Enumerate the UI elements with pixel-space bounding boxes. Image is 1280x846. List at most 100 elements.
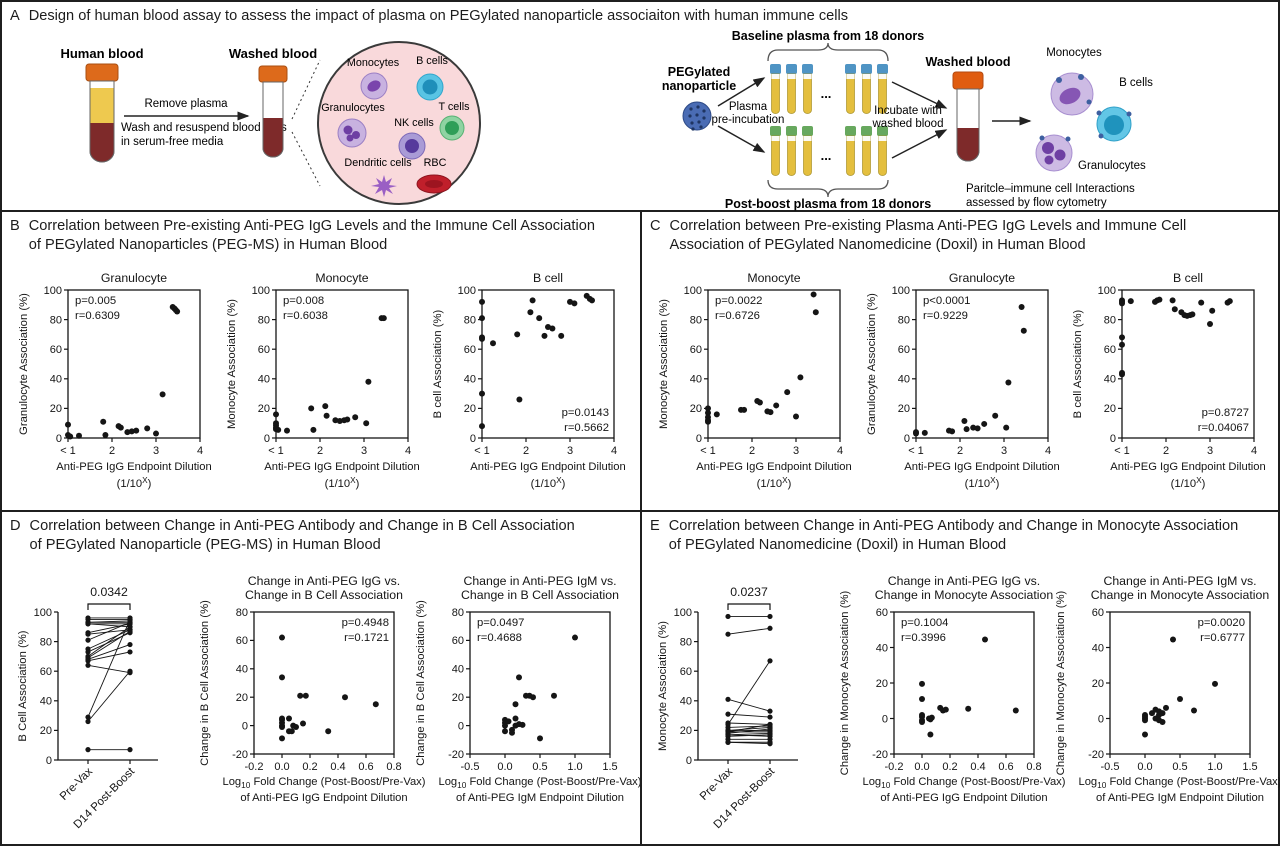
tspan: X xyxy=(142,476,148,485)
y-tick-label: 0 xyxy=(56,433,62,445)
plasma-layer xyxy=(90,88,114,123)
y-tick-label: 100 xyxy=(44,285,62,297)
tspan: 10 xyxy=(241,781,251,790)
tspan: ) xyxy=(1202,478,1206,490)
y-tick-label: 0 xyxy=(470,433,476,445)
data-point xyxy=(1012,707,1019,714)
x-axis-label: of Anti-PEG IgM Endpoint Dilution xyxy=(1096,792,1264,804)
data-point xyxy=(919,680,925,687)
pair-line xyxy=(87,644,131,660)
data-point xyxy=(300,720,306,727)
panel-c-title: Correlation between Pre-existing Plasma … xyxy=(670,217,1187,255)
y-tick-label: 80 xyxy=(50,314,62,326)
data-point xyxy=(479,335,485,342)
data-point xyxy=(363,420,370,427)
plasma-tube-gap xyxy=(878,136,887,141)
plasma-tube-body xyxy=(846,73,855,114)
remove-plasma-label: Remove plasma xyxy=(144,98,228,110)
stats-annotation: r=0.6726 xyxy=(715,310,760,322)
e-igg-svg: Change in Anti-PEG IgG vs.Change in Mono… xyxy=(839,574,1066,804)
cell-lobe xyxy=(343,125,353,135)
panel-c-header: C Correlation between Pre-existing Plasm… xyxy=(642,212,1278,255)
chart-title: Granulocyte xyxy=(101,271,167,285)
x-axis-label: Log10 Fold Change (Post-Boost/Pre-Vax) xyxy=(1078,776,1280,790)
plot-frame xyxy=(915,289,1049,439)
panel-e-title-line1: Correlation between Change in Anti-PEG A… xyxy=(668,518,1239,534)
data-point xyxy=(949,428,956,435)
panel-b-title-line1: Correlation between Pre-existing Anti-PE… xyxy=(28,218,595,234)
y-tick-label: 60 xyxy=(236,635,248,647)
blood-layer xyxy=(90,123,114,162)
y-tick-label: 40 xyxy=(876,642,888,654)
data-point xyxy=(982,636,988,643)
data-point xyxy=(810,291,817,298)
assay-schematic: Human blood Remove plasma Wash and resus… xyxy=(60,29,1153,211)
y-tick-label: 20 xyxy=(258,403,270,415)
data-point xyxy=(1212,680,1218,687)
stats-annotation: p<0.0001 xyxy=(923,295,970,307)
y-axis-label: B cell Association (%) xyxy=(1072,309,1084,418)
y-tick-label: 20 xyxy=(690,403,702,415)
result-granulocytes-label: Granulocytes xyxy=(1078,160,1146,172)
x-tick-label: 2 xyxy=(317,445,323,457)
pair-line xyxy=(727,726,771,731)
y-tick-label: 0 xyxy=(686,755,692,767)
data-point xyxy=(1119,334,1125,341)
pair-line xyxy=(87,626,131,657)
data-point xyxy=(102,432,109,439)
data-point xyxy=(530,694,536,701)
data-point xyxy=(551,692,557,699)
monocyte-cell xyxy=(360,72,388,100)
data-point xyxy=(519,721,526,728)
data-point xyxy=(322,403,329,410)
panel-e-title-line2: of PEGylated Nanomedicine (Doxil) in Hum… xyxy=(668,536,1007,553)
data-point xyxy=(67,433,74,440)
chart-d-paired: 0.0342 0 20 40 60 80 100 Pre-Vax D14 Post-Boost B… xyxy=(14,572,192,845)
p-value: 0.0342 xyxy=(90,585,128,599)
data-point xyxy=(713,411,720,418)
data-point xyxy=(275,426,282,433)
data-point xyxy=(325,728,332,735)
y-tick-label: 100 xyxy=(458,285,476,297)
chart-d-igm: Change in Anti-PEG IgM vs. Change in B Ce… xyxy=(412,572,642,845)
x-tick-label: -0.5 xyxy=(1101,761,1120,773)
panel-b-title: Correlation between Pre-existing Anti-PE… xyxy=(29,217,595,255)
y-tick-label: 0 xyxy=(904,433,910,445)
y-axis-label: Change in B Cell Association (%) xyxy=(199,600,211,766)
data-point xyxy=(288,728,295,735)
x-axis-label: Anti-PEG IgG Endpoint Dilution xyxy=(904,461,1059,473)
data-point xyxy=(365,378,372,385)
data-point xyxy=(921,429,928,436)
data-point xyxy=(797,374,804,381)
panel-e-header: E Correlation between Change in Anti-PEG… xyxy=(642,512,1278,555)
y-tick-label: 60 xyxy=(452,635,464,647)
data-point xyxy=(1142,731,1148,738)
chart-title: Granulocyte xyxy=(949,271,1015,285)
data-point xyxy=(1171,306,1178,313)
y-tick-label: 80 xyxy=(258,314,270,326)
data-point xyxy=(942,706,949,713)
x-tick-label: 0.0 xyxy=(914,761,929,773)
y-tick-label: 20 xyxy=(898,403,910,415)
x-axis-label: of Anti-PEG IgG Endpoint Dilution xyxy=(880,792,1047,804)
chart-title: Change in Monocyte Association xyxy=(875,588,1054,602)
significance-bracket xyxy=(727,603,771,610)
plasma-tube-body xyxy=(862,73,871,114)
significance-bracket xyxy=(87,603,131,610)
stats-annotation: p=0.008 xyxy=(283,295,324,307)
tspan: ) xyxy=(356,478,360,490)
flow-cytometry-caption-2: assessed by flow cytometry xyxy=(966,197,1107,209)
y-tick-label: -20 xyxy=(232,749,248,761)
y-tick-label: 20 xyxy=(1104,403,1116,415)
panel-b: B Correlation between Pre-existing Anti-… xyxy=(2,212,640,510)
y-tick-label: 60 xyxy=(464,344,476,356)
data-point xyxy=(767,741,773,747)
data-point xyxy=(741,406,748,413)
y-axis-label: B Cell Association (%) xyxy=(17,630,29,741)
monocytes-label: Monocytes xyxy=(347,57,400,69)
data-point xyxy=(85,621,91,627)
data-point xyxy=(767,613,773,620)
data-point xyxy=(767,409,774,416)
